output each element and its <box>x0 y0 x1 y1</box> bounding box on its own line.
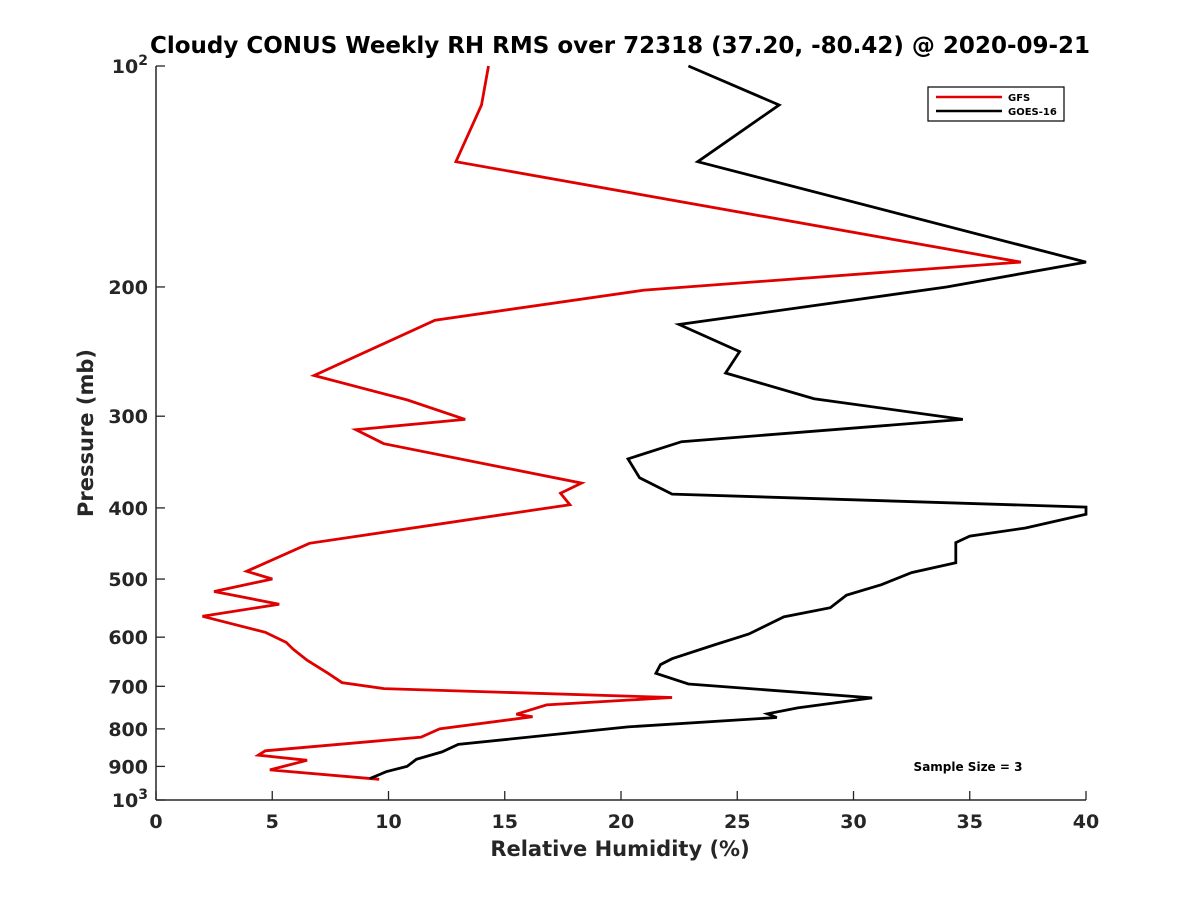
x-tick-label: 25 <box>724 811 750 833</box>
y-tick-label: 200 <box>108 277 148 299</box>
y-tick-label: 400 <box>108 498 148 520</box>
x-tick-label: 15 <box>492 811 518 833</box>
x-axis-label: Relative Humidity (%) <box>490 837 749 861</box>
y-tick-label: 600 <box>108 627 148 649</box>
legend: GFS GOES-16 <box>927 86 1065 122</box>
x-tick-label: 30 <box>840 811 866 833</box>
x-tick-label: 0 <box>149 811 162 833</box>
y-tick-label: 800 <box>108 719 148 741</box>
y-axis-label: Pressure (mb) <box>74 349 98 517</box>
chart-title: Cloudy CONUS Weekly RH RMS over 72318 (3… <box>150 33 1090 59</box>
y-tick-label: 300 <box>108 406 148 428</box>
plot-area <box>202 64 1088 781</box>
series-line-goes16 <box>369 64 1088 780</box>
y-tick-label: 103 <box>112 787 148 812</box>
series-line-gfs <box>202 65 1022 781</box>
x-tick-label: 20 <box>608 811 634 833</box>
x-tick-label: 5 <box>266 811 279 833</box>
legend-label-goes16: GOES-16 <box>1008 107 1057 118</box>
legend-box <box>927 86 1065 122</box>
x-tick-label: 35 <box>957 811 983 833</box>
legend-label-gfs: GFS <box>1008 93 1030 104</box>
y-tick-label: 500 <box>108 569 148 591</box>
x-axis-ticks: 0 5 10 15 20 25 30 35 40 <box>149 791 1099 833</box>
y-axis-ticks: 102 200 300 400 500 600 700 800 900 103 <box>108 53 165 812</box>
y-tick-label: 700 <box>108 676 148 698</box>
x-tick-label: 40 <box>1073 811 1099 833</box>
y-tick-label: 900 <box>108 756 148 778</box>
x-tick-label: 10 <box>375 811 401 833</box>
y-tick-label: 102 <box>112 53 148 78</box>
sample-size-annotation: Sample Size = 3 <box>914 760 1023 774</box>
